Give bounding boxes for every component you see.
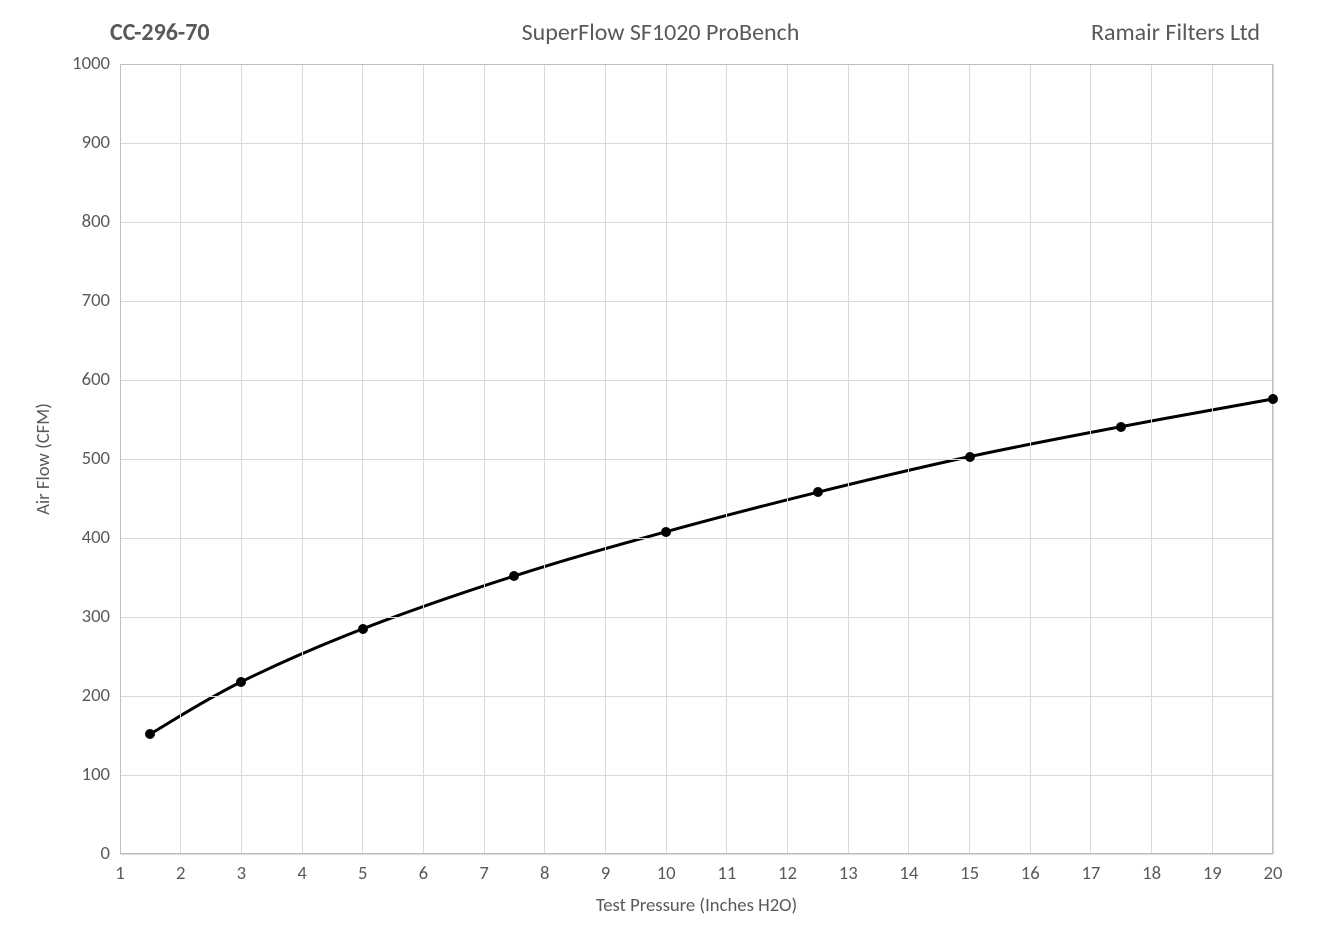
x-tick-label: 2	[151, 862, 211, 885]
x-tick-label: 9	[575, 862, 635, 885]
series-line	[150, 399, 1273, 734]
y-gridline	[120, 617, 1273, 618]
y-gridline	[120, 301, 1273, 302]
plot-border	[120, 853, 1273, 854]
x-tick-label: 17	[1061, 862, 1121, 885]
y-tick-label: 200	[50, 684, 110, 707]
y-tick-label: 900	[50, 131, 110, 154]
y-gridline	[120, 222, 1273, 223]
x-tick-label: 7	[454, 862, 514, 885]
y-gridline	[120, 143, 1273, 144]
data-marker	[1268, 394, 1278, 404]
data-marker	[145, 729, 155, 739]
y-tick-label: 300	[50, 605, 110, 628]
data-marker	[1116, 422, 1126, 432]
data-marker	[661, 527, 671, 537]
y-gridline	[120, 696, 1273, 697]
plot-border	[120, 64, 121, 854]
data-marker	[358, 624, 368, 634]
title-right: Ramair Filters Ltd	[1091, 18, 1260, 47]
x-tick-label: 18	[1122, 862, 1182, 885]
x-tick-label: 16	[1000, 862, 1060, 885]
x-tick-label: 11	[697, 862, 757, 885]
y-tick-label: 100	[50, 763, 110, 786]
plot-border	[1272, 64, 1273, 854]
x-tick-label: 12	[758, 862, 818, 885]
x-tick-label: 3	[211, 862, 271, 885]
x-tick-label: 6	[393, 862, 453, 885]
x-tick-label: 5	[333, 862, 393, 885]
y-gridline	[120, 775, 1273, 776]
x-axis-title: Test Pressure (Inches H2O)	[120, 894, 1273, 917]
data-marker	[813, 487, 823, 497]
x-tick-label: 14	[879, 862, 939, 885]
y-gridline	[120, 380, 1273, 381]
y-tick-label: 400	[50, 526, 110, 549]
chart-container: CC-296-70 SuperFlow SF1020 ProBench Rama…	[0, 0, 1321, 940]
y-gridline	[120, 459, 1273, 460]
y-tick-label: 600	[50, 368, 110, 391]
x-tick-label: 4	[272, 862, 332, 885]
y-tick-label: 500	[50, 447, 110, 470]
x-tick-label: 1	[90, 862, 150, 885]
data-marker	[965, 452, 975, 462]
data-marker	[509, 571, 519, 581]
plot-border	[120, 64, 1273, 65]
x-tick-label: 19	[1182, 862, 1242, 885]
x-tick-label: 15	[940, 862, 1000, 885]
x-tick-label: 8	[515, 862, 575, 885]
x-tick-label: 20	[1243, 862, 1303, 885]
x-tick-label: 10	[636, 862, 696, 885]
y-gridline	[120, 538, 1273, 539]
y-tick-label: 800	[50, 210, 110, 233]
x-tick-label: 13	[818, 862, 878, 885]
y-tick-label: 1000	[50, 52, 110, 75]
y-tick-label: 700	[50, 289, 110, 312]
y-tick-label: 0	[50, 842, 110, 865]
plot-area	[120, 64, 1273, 854]
data-marker	[236, 677, 246, 687]
